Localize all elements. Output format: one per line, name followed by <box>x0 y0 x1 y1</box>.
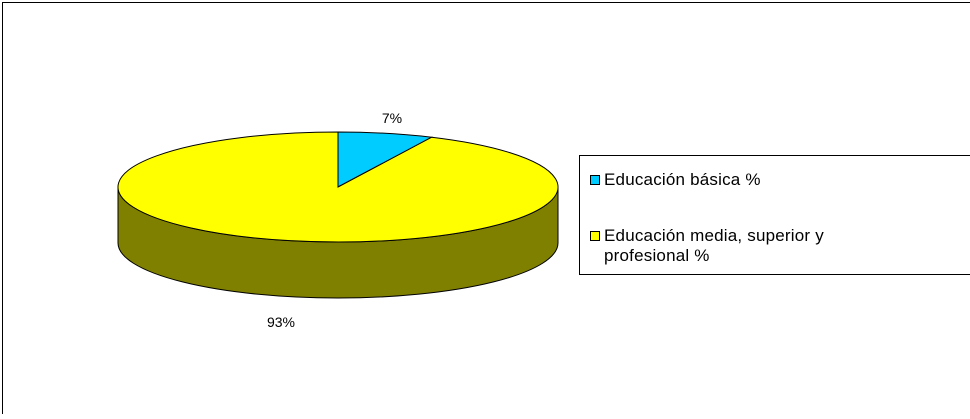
legend-item-educacion-media: Educación media, superior y profesional … <box>590 226 904 266</box>
pie-slice-educacion-media <box>118 132 558 242</box>
data-label-educacion-media: 93% <box>267 314 295 330</box>
legend-swatch-yellow <box>590 231 600 241</box>
legend-swatch-cyan <box>590 175 600 185</box>
legend: Educación básica % Educación media, supe… <box>579 155 970 275</box>
legend-label: Educación media, superior y profesional … <box>604 226 904 266</box>
legend-item-educacion-basica: Educación básica % <box>590 170 904 190</box>
legend-label: Educación básica % <box>604 170 904 190</box>
data-label-educacion-basica: 7% <box>382 110 402 126</box>
